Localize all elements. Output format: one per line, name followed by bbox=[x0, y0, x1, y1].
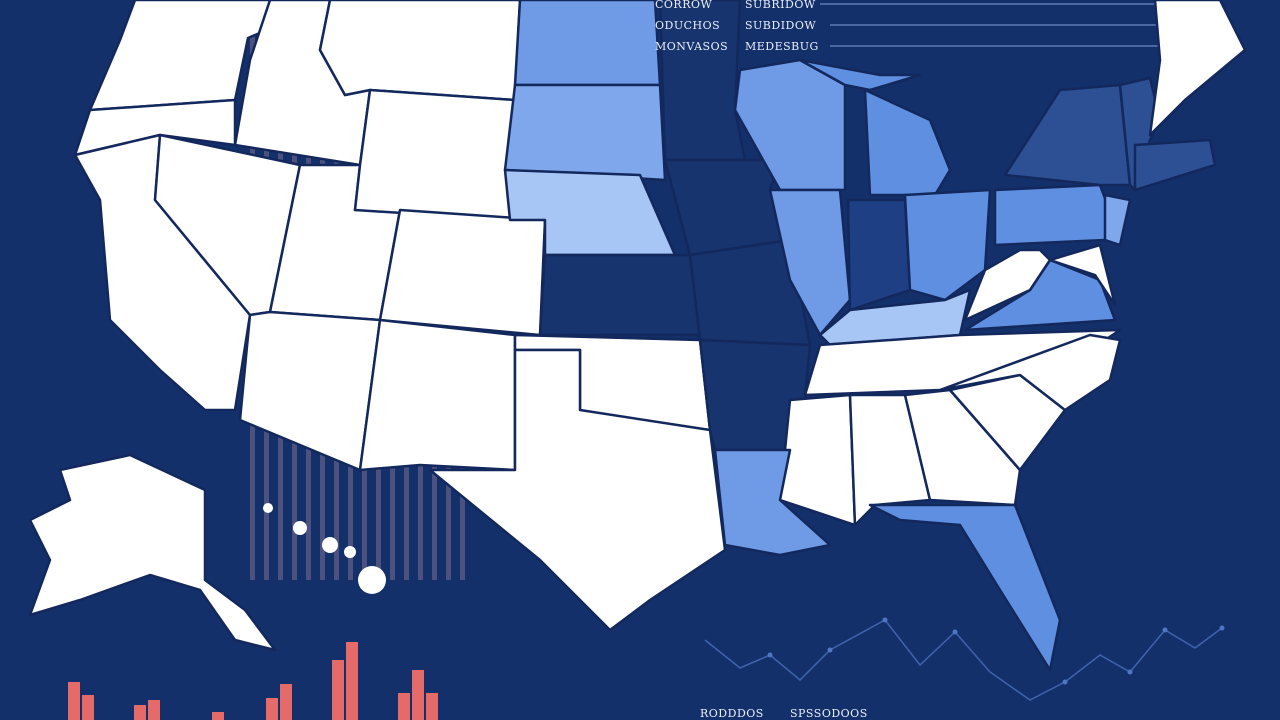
state bbox=[1048, 243, 1117, 307]
footer-label: RODDDOS bbox=[700, 707, 764, 720]
bar-decoration bbox=[332, 660, 344, 720]
state bbox=[903, 188, 992, 302]
line-dot bbox=[882, 617, 888, 623]
island bbox=[344, 546, 356, 558]
legend-label: CORROW bbox=[655, 0, 713, 11]
bar-decoration bbox=[426, 693, 438, 720]
bar-decoration bbox=[148, 700, 160, 720]
state bbox=[963, 258, 1117, 332]
footer-label: SPSSODOOS bbox=[790, 707, 868, 720]
line-dot bbox=[767, 652, 773, 658]
state bbox=[73, 98, 237, 157]
line-dot bbox=[1162, 627, 1168, 633]
states bbox=[28, 0, 1247, 672]
legend-label: MEDESBUG bbox=[745, 40, 819, 53]
bar-decoration bbox=[134, 705, 146, 720]
state bbox=[903, 388, 1022, 507]
legend-label: ODUCHOS bbox=[655, 19, 720, 32]
state bbox=[1118, 76, 1162, 192]
legend-label: MONVASOS bbox=[655, 40, 728, 53]
legend-label: SUBRIDOW bbox=[745, 0, 816, 11]
state bbox=[378, 208, 547, 337]
state bbox=[28, 453, 277, 652]
line-dot bbox=[1062, 679, 1068, 685]
bar-decoration bbox=[412, 670, 424, 720]
state bbox=[358, 318, 517, 472]
line-decoration bbox=[704, 619, 1223, 701]
bar-decoration bbox=[212, 712, 224, 720]
state bbox=[318, 0, 522, 102]
line-dot bbox=[1219, 625, 1225, 631]
line-dot bbox=[1127, 669, 1133, 675]
island bbox=[263, 503, 273, 513]
labels: CORROW SUBRIDOW ODUCHOS SUBDIDOW MONVASO… bbox=[655, 0, 868, 720]
bar-decoration bbox=[82, 695, 94, 720]
state bbox=[1148, 0, 1247, 137]
bar-decoration bbox=[280, 684, 292, 720]
state bbox=[993, 183, 1117, 247]
state bbox=[846, 198, 912, 312]
state bbox=[658, 0, 747, 162]
state bbox=[863, 88, 952, 197]
line-dot bbox=[827, 647, 833, 653]
legend-label: SUBDIDOW bbox=[745, 19, 816, 32]
state bbox=[848, 393, 932, 527]
state bbox=[868, 503, 1062, 672]
state bbox=[538, 253, 702, 337]
state bbox=[798, 58, 922, 92]
state bbox=[513, 0, 662, 87]
state bbox=[1133, 138, 1217, 192]
island bbox=[358, 566, 386, 594]
island bbox=[322, 537, 338, 553]
bar-decoration bbox=[346, 642, 358, 720]
state bbox=[428, 348, 727, 632]
state bbox=[1103, 193, 1132, 247]
bar-decoration bbox=[398, 693, 410, 720]
state bbox=[713, 448, 832, 557]
line-dot bbox=[952, 629, 958, 635]
bar-decoration bbox=[68, 682, 80, 720]
state bbox=[353, 88, 517, 222]
bar-decoration bbox=[266, 698, 278, 720]
island bbox=[293, 521, 307, 535]
state bbox=[938, 333, 1122, 412]
state bbox=[238, 310, 382, 472]
state bbox=[503, 83, 667, 182]
state bbox=[768, 188, 852, 337]
